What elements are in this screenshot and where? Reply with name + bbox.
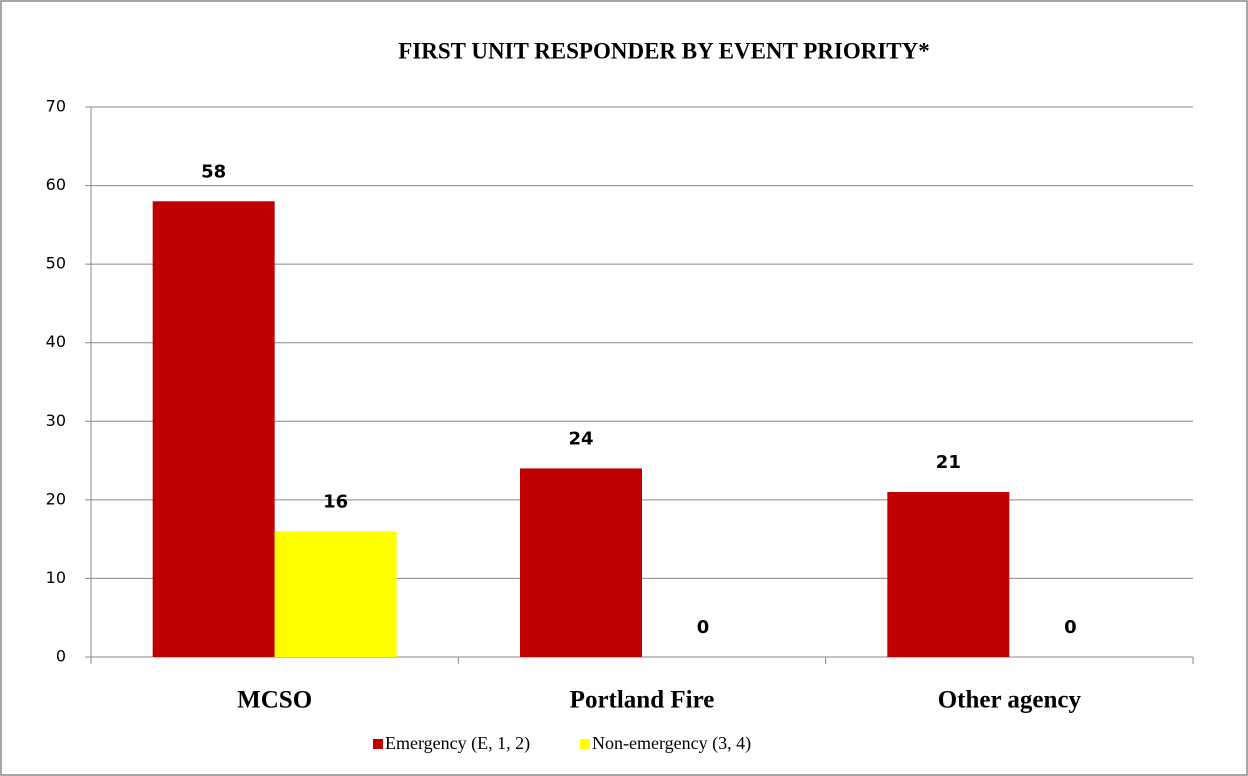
bar <box>887 492 1010 657</box>
chart-title: FIRST UNIT RESPONDER BY EVENT PRIORITY* <box>398 38 929 63</box>
data-label: 16 <box>323 491 348 512</box>
data-label: 24 <box>568 428 593 449</box>
y-tick-label: 30 <box>46 411 66 430</box>
y-tick-label: 40 <box>46 332 66 351</box>
data-label: 21 <box>936 452 961 473</box>
legend-swatch <box>373 739 383 749</box>
x-tick-label: Other agency <box>938 687 1082 714</box>
legend-label: Non-emergency (3, 4) <box>592 733 751 754</box>
bar <box>520 468 642 657</box>
data-label: 0 <box>697 617 710 638</box>
data-label: 58 <box>201 161 226 182</box>
data-label: 0 <box>1064 617 1077 638</box>
x-tick-label: Portland Fire <box>570 687 715 714</box>
y-tick-label: 10 <box>46 568 66 587</box>
legend-label: Emergency (E, 1, 2) <box>385 733 530 754</box>
y-tick-label: 70 <box>46 97 66 116</box>
y-tick-label: 60 <box>46 175 66 194</box>
y-tick-label: 20 <box>46 489 66 508</box>
y-tick-label: 0 <box>56 647 66 666</box>
bar <box>152 201 275 658</box>
x-tick-label: MCSO <box>237 687 312 714</box>
legend-swatch <box>580 739 590 749</box>
bar <box>274 531 397 657</box>
y-tick-label: 50 <box>46 254 66 273</box>
